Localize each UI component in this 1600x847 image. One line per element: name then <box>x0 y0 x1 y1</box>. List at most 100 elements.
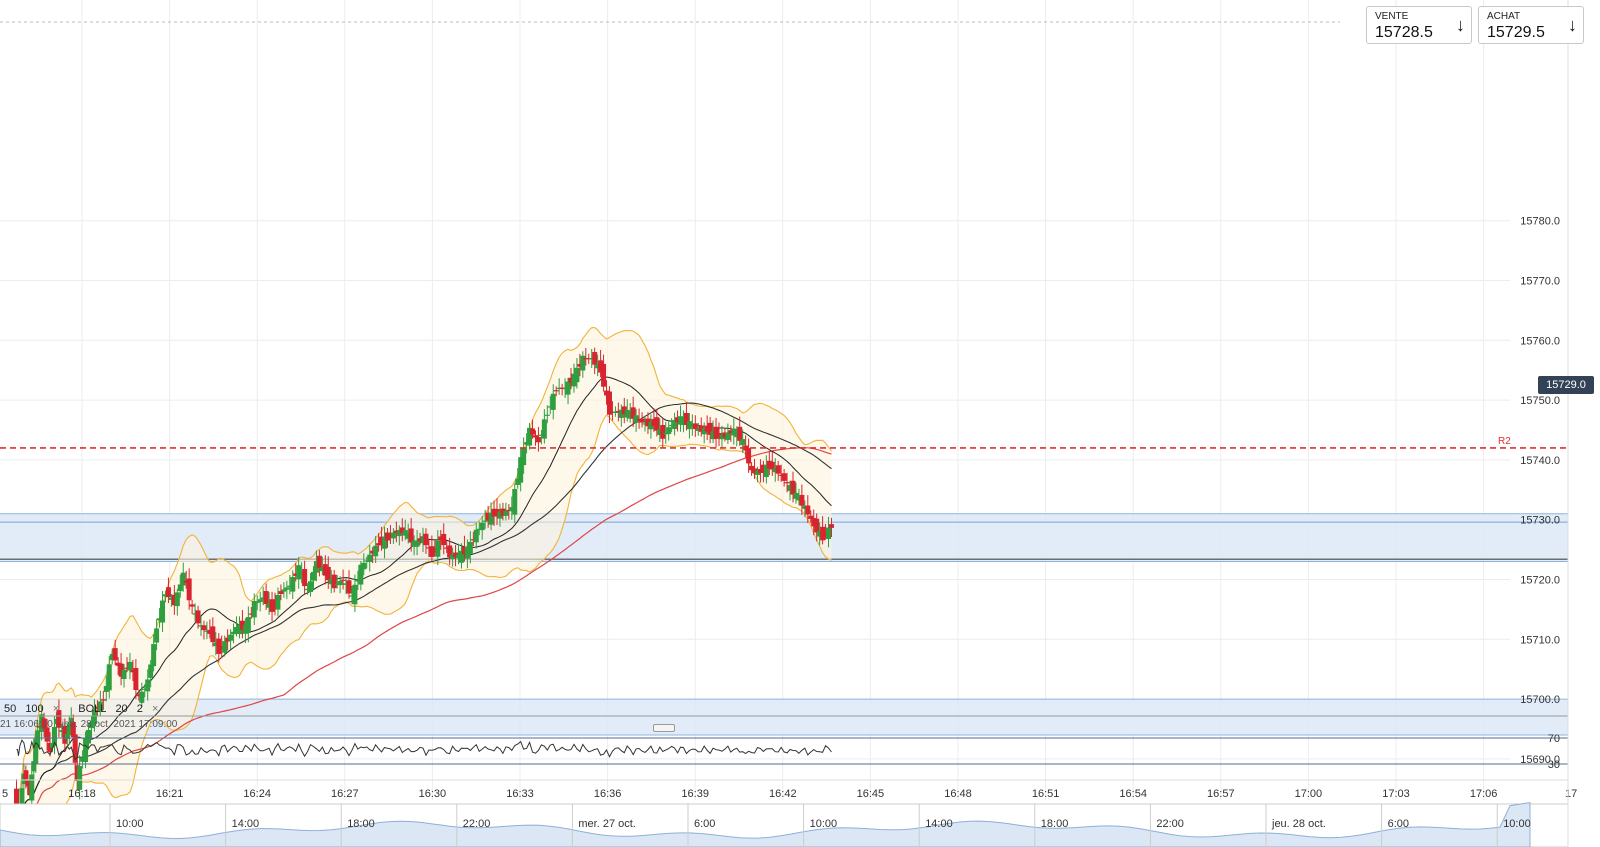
candles <box>13 347 834 841</box>
candle-body <box>559 387 565 389</box>
y-tick-label: 15700.0 <box>1520 694 1560 706</box>
ma-50-label[interactable]: 50 <box>4 703 17 715</box>
candle-body <box>124 667 130 669</box>
candle-body <box>544 414 550 416</box>
candle-body <box>340 579 346 581</box>
x-tick-label: 16:27 <box>331 788 359 800</box>
candle-body <box>722 432 728 438</box>
candle-body <box>604 390 610 396</box>
candle-body <box>310 571 316 581</box>
candle-body <box>458 550 464 563</box>
remove-ma-icon[interactable]: × <box>52 703 60 715</box>
candle-body <box>236 624 242 635</box>
boll-label[interactable]: BOLL <box>78 703 107 715</box>
candle-body <box>731 428 737 436</box>
candle-body <box>390 532 396 539</box>
candle-body <box>94 706 100 709</box>
candle-body <box>672 420 678 430</box>
candle-body <box>450 554 456 559</box>
candle-body <box>598 360 604 373</box>
candle-body <box>91 709 97 725</box>
x-tick-label: 16:54 <box>1119 788 1147 800</box>
candle-body <box>719 434 725 440</box>
candle-body <box>263 590 269 605</box>
candle-body <box>290 577 296 592</box>
candle-body <box>725 432 731 440</box>
candle-body <box>325 566 331 581</box>
candle-body <box>88 722 94 729</box>
remove-boll-icon[interactable]: × <box>151 703 159 715</box>
candle-body <box>568 377 574 383</box>
candle-body <box>201 625 207 631</box>
rsi-level-label: 30 <box>1548 759 1560 771</box>
candle-body <box>198 625 204 627</box>
candle-body <box>109 654 115 661</box>
overview-tick-label: 22:00 <box>463 818 491 830</box>
support-zone <box>0 513 1568 562</box>
bollinger-upper-line <box>15 327 832 801</box>
candle-body <box>503 510 509 516</box>
candle-body <box>35 730 41 748</box>
candle-body <box>826 527 832 539</box>
candle-body <box>349 595 355 597</box>
rsi-line <box>16 739 832 761</box>
candle-body <box>524 442 530 445</box>
candle-body <box>195 610 201 624</box>
candle-body <box>174 592 180 607</box>
y-tick-label: 15780.0 <box>1520 216 1560 228</box>
candle-body <box>784 482 790 484</box>
candle-body <box>636 419 642 421</box>
boll-period: 20 <box>115 703 128 715</box>
candle-body <box>654 417 660 431</box>
candle-body <box>648 421 654 430</box>
candle-body <box>713 426 719 439</box>
candle-body <box>683 412 689 425</box>
candle-body <box>31 761 37 772</box>
candle-body <box>618 409 624 418</box>
candle-body <box>379 536 385 545</box>
x-tick-label: 16:45 <box>857 788 885 800</box>
candle-body <box>749 465 755 471</box>
candle-body <box>106 664 112 691</box>
candle-body <box>260 597 266 600</box>
buy-price-box[interactable]: ACHAT 15729.5 ↓ <box>1478 6 1584 44</box>
boll-dev: 2 <box>136 703 143 715</box>
candle-body <box>293 573 299 576</box>
candle-body <box>302 569 308 587</box>
y-tick-label: 15740.0 <box>1520 455 1560 467</box>
candle-body <box>760 464 766 473</box>
candle-body <box>373 545 379 557</box>
candle-body <box>707 422 713 435</box>
candle-body <box>485 512 491 521</box>
bollinger-lower-line <box>15 414 832 847</box>
candle-body <box>512 489 518 515</box>
candle-body <box>275 594 281 610</box>
down-arrow-icon: ↓ <box>1568 15 1577 35</box>
candle-body <box>59 730 65 732</box>
pane-resize-handle[interactable] <box>653 724 675 732</box>
overview-tick-label: 22:00 <box>1156 818 1184 830</box>
candle-body <box>121 669 127 679</box>
ma-100-label[interactable]: 100 <box>25 703 44 715</box>
candle-body <box>384 532 390 541</box>
candle-body <box>278 591 284 594</box>
candle-body <box>242 624 248 634</box>
candle-body <box>609 411 615 413</box>
y-tick-label: 15770.0 <box>1520 276 1560 288</box>
candle-body <box>33 738 39 765</box>
candle-body <box>376 543 382 546</box>
overview-tick-label: 14:00 <box>925 818 953 830</box>
candle-body <box>64 733 70 740</box>
y-tick-label: 15720.0 <box>1520 575 1560 587</box>
candle-body <box>435 540 441 557</box>
candle-body <box>441 533 447 546</box>
sell-price-box[interactable]: VENTE 15728.5 ↓ <box>1366 6 1472 44</box>
overview-tick-label: mer. 27 oct. <box>578 818 635 830</box>
pivot-r2-label: R2 <box>1498 436 1511 447</box>
candle-body <box>393 530 399 533</box>
candle-body <box>757 468 763 474</box>
candle-body <box>133 668 139 691</box>
overview-area <box>0 802 1531 847</box>
candle-body <box>772 468 778 473</box>
